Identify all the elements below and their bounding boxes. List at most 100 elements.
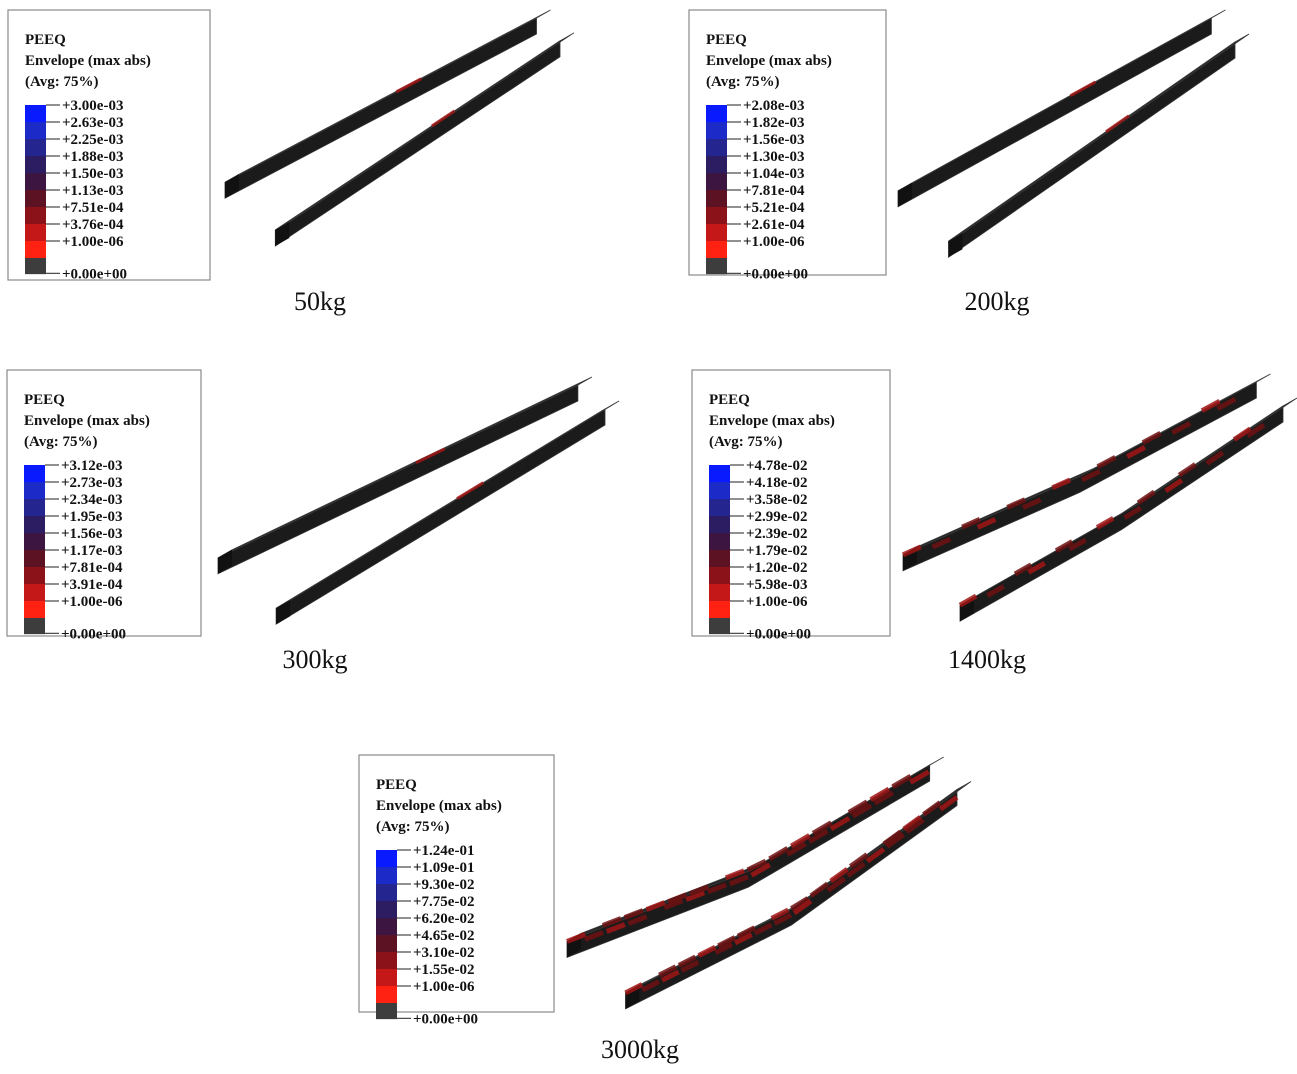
legend-label: +1.88e-03 [62,149,123,165]
legend-label: +1.00e-06 [746,594,808,610]
color-swatch [376,1003,397,1019]
color-swatch [376,918,397,935]
legend-label: +0.00e+00 [743,266,808,282]
color-swatch [24,533,45,550]
color-swatch [24,618,45,634]
color-swatch [706,224,727,241]
color-swatch [24,567,45,584]
legend-title: PEEQ [709,392,750,408]
figure: PEEQ Envelope (max abs) (Avg: 75%) +3.00e-0… [0,0,1297,1074]
color-swatch [709,550,730,567]
legend-label: +7.51e-04 [62,200,124,216]
caption: 300kg [283,645,348,674]
color-swatch [24,601,45,618]
color-swatch [25,241,46,258]
color-swatch [25,156,46,173]
legend-label: +0.00e+00 [62,266,127,282]
color-swatch [25,173,46,190]
legend-title: (Avg: 75%) [24,434,97,450]
caption: 200kg [965,287,1030,316]
legend-label: +0.00e+00 [746,626,811,642]
color-swatch [706,207,727,224]
color-swatch [706,190,727,207]
color-swatch [706,139,727,156]
legend-label: +1.04e-03 [743,166,804,182]
legend-title: (Avg: 75%) [25,74,98,90]
color-swatch [706,241,727,258]
legend-label: +1.13e-03 [62,183,123,199]
color-swatch [24,499,45,516]
legend-label: +3.91e-04 [61,577,123,593]
color-swatch [376,935,397,952]
color-swatch [376,986,397,1003]
legend-label: +3.58e-02 [746,492,807,508]
panel: PEEQEnvelope (max abs)(Avg: 75%)+2.08e-0… [689,10,1249,316]
legend-label: +4.18e-02 [746,475,807,491]
color-swatch [25,207,46,224]
color-swatch [706,105,727,122]
legend-label: +1.50e-03 [62,166,123,182]
legend-label: +2.25e-03 [62,132,123,148]
panel: PEEQ Envelope (max abs) (Avg: 75%) +3.12e-0… [7,370,619,674]
color-swatch [709,567,730,584]
legend-title: Envelope (max abs) [376,798,502,814]
legend-label: +1.00e-06 [743,234,805,250]
legend-label: +0.00e+00 [61,626,126,642]
color-swatch [709,584,730,601]
color-swatch [24,550,45,567]
color-swatch [706,122,727,139]
color-swatch [376,884,397,901]
color-swatch [24,465,45,482]
color-swatch [709,601,730,618]
legend-label: +3.76e-04 [62,217,124,233]
legend-label: +5.21e-04 [743,200,805,216]
legend-title: (Avg: 75%) [709,434,782,450]
legend-title: PEEQ [706,32,747,48]
legend-title: PEEQ [376,777,417,793]
color-swatch [709,533,730,550]
color-swatch [706,258,727,274]
legend-label: +2.99e-02 [746,509,807,525]
legend-label: +7.81e-04 [61,560,123,576]
legend-title: PEEQ [25,32,66,48]
color-swatch [709,499,730,516]
legend-label: +2.39e-02 [746,526,807,542]
legend-label: +7.81e-04 [743,183,805,199]
legend-label: +6.20e-02 [413,911,474,927]
color-swatch [706,173,727,190]
legend-label: +1.30e-03 [743,149,804,165]
legend-label: +2.34e-03 [61,492,122,508]
color-swatch [376,850,397,867]
legend-label: +2.63e-03 [62,115,123,131]
color-swatch [25,139,46,156]
color-swatch [376,969,397,986]
color-swatch [709,482,730,499]
legend-title: Envelope (max abs) [709,413,835,429]
legend-label: +1.55e-02 [413,962,474,978]
legend-label: +5.98e-03 [746,577,807,593]
color-swatch [25,190,46,207]
legend-label: +4.78e-02 [746,458,807,474]
legend-label: +3.12e-03 [61,458,122,474]
legend-label: +3.00e-03 [62,98,123,114]
legend-label: +1.56e-03 [743,132,804,148]
color-swatch [24,482,45,499]
color-swatch [706,156,727,173]
color-swatch [376,867,397,884]
color-swatch [709,618,730,634]
legend-title: (Avg: 75%) [706,74,779,90]
caption: 1400kg [948,645,1026,674]
legend-label: +3.10e-02 [413,945,474,961]
legend-label: +1.00e-06 [61,594,123,610]
color-swatch [25,122,46,139]
color-swatch [709,465,730,482]
legend-title: PEEQ [24,392,65,408]
legend-label: +1.56e-03 [61,526,122,542]
color-swatch [709,516,730,533]
legend-label: +1.00e-06 [62,234,124,250]
panel: PEEQ Envelope (max abs) (Avg: 75%) +4.78e-0… [692,370,1297,674]
legend-title: Envelope (max abs) [24,413,150,429]
beam-top [626,782,972,993]
page: PEEQ Envelope (max abs) (Avg: 75%) +3.00e-0… [0,0,1297,1074]
